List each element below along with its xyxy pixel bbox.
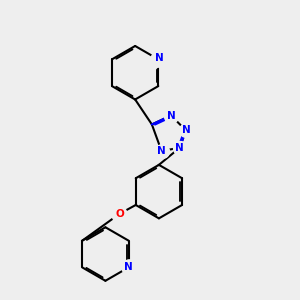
Text: N: N	[155, 53, 164, 63]
Text: N: N	[175, 143, 184, 153]
Text: N: N	[155, 53, 164, 63]
Text: N: N	[155, 53, 164, 63]
Text: N: N	[182, 125, 190, 136]
Text: N: N	[157, 146, 166, 156]
Text: N: N	[124, 262, 133, 272]
Text: N: N	[167, 110, 176, 121]
Text: O: O	[115, 209, 124, 219]
